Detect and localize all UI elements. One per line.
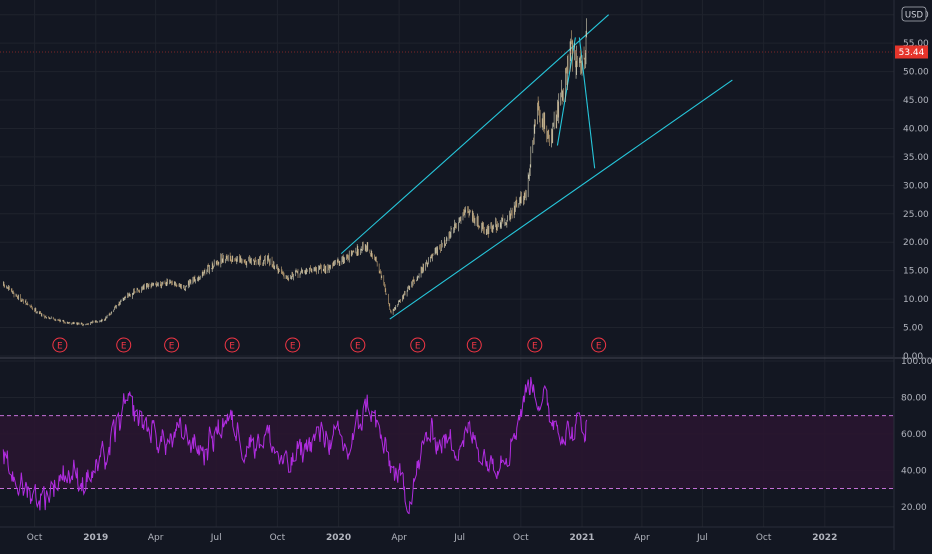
earnings-marker-circle: [350, 337, 366, 353]
earnings-marker-circle: [164, 337, 180, 353]
earnings-marker-circle: [224, 337, 240, 353]
rsi-tick-label: 80.00: [901, 393, 927, 403]
earnings-marker-circle: [285, 337, 301, 353]
rsi-tick-label: 40.00: [901, 466, 927, 476]
price-tick-label: 25.00: [903, 210, 929, 220]
earnings-marker-label: E: [596, 342, 602, 352]
earnings-marker-label: E: [355, 342, 361, 352]
earnings-marker-circle: [527, 337, 543, 353]
trendline[interactable]: [340, 14, 610, 255]
time-tick-label: Apr: [391, 533, 407, 543]
candlestick-series: [3, 18, 587, 327]
earnings-marker-circle: [52, 337, 68, 353]
rsi-band: [0, 415, 894, 489]
time-tick-label: Jul: [696, 533, 708, 543]
currency-badge[interactable]: USD: [901, 6, 927, 22]
earnings-marker-label: E: [471, 342, 477, 352]
price-tick-label: 10.00: [903, 295, 929, 305]
earnings-marker-label: E: [415, 342, 421, 352]
earnings-marker[interactable]: E: [52, 337, 68, 353]
price-tick-label: 30.00: [903, 181, 929, 191]
time-tick-label: 2021: [570, 533, 595, 543]
earnings-marker[interactable]: E: [410, 337, 426, 353]
earnings-marker-label: E: [229, 342, 235, 352]
trendline[interactable]: [389, 79, 733, 320]
time-tick-label: Jul: [210, 533, 222, 543]
rsi-series: [2, 376, 588, 515]
time-tick-label: Apr: [148, 533, 164, 543]
earnings-marker-label: E: [169, 342, 175, 352]
rsi-band-layer: [0, 415, 894, 490]
earnings-marker[interactable]: E: [527, 337, 543, 353]
rsi-tick-label: 60.00: [901, 430, 927, 440]
currency-badge-box: [901, 6, 927, 22]
earnings-marker[interactable]: E: [350, 337, 366, 353]
rsi-tick-label: 100.00: [901, 357, 932, 367]
earnings-marker-label: E: [121, 342, 127, 352]
time-tick-label: Oct: [27, 533, 43, 543]
earnings-marker[interactable]: E: [164, 337, 180, 353]
price-tick-label: 55.00: [903, 39, 929, 49]
price-tick-label: 35.00: [903, 153, 929, 163]
current-price-badge: 53.44: [895, 45, 928, 59]
earnings-marker-label: E: [57, 342, 63, 352]
earnings-marker-label: E: [532, 342, 538, 352]
time-tick-label: Jul: [453, 533, 465, 543]
time-tick-label: 2020: [326, 533, 351, 543]
currency-label: USD: [905, 11, 924, 21]
time-tick-label: Oct: [270, 533, 286, 543]
time-axis[interactable]: Oct 2019 Apr Jul Oct 2020 Apr Jul Oct 2021 Apr Jul O…: [27, 533, 838, 543]
rsi-axis[interactable]: 20.00 40.00 60.00 80.00 100.00: [901, 357, 932, 513]
price-tick-label: 40.00: [903, 124, 929, 134]
price-tick-label: 15.00: [903, 267, 929, 277]
earnings-marker[interactable]: E: [591, 337, 607, 353]
time-tick-label: 2019: [83, 533, 108, 543]
earnings-marker-circle: [591, 337, 607, 353]
earnings-marker[interactable]: E: [466, 337, 482, 353]
price-tick-label: 0.00: [903, 352, 923, 362]
trendline[interactable]: [556, 37, 576, 146]
earnings-marker[interactable]: E: [224, 337, 240, 353]
current-price-badge-box: [895, 45, 928, 59]
earnings-marker-circle: [410, 337, 426, 353]
earnings-marker[interactable]: E: [285, 337, 301, 353]
price-tick-label: 45.00: [903, 96, 929, 106]
time-tick-label: Oct: [513, 533, 529, 543]
rsi-tick-label: 20.00: [901, 503, 927, 513]
earnings-marker-circle: [466, 337, 482, 353]
price-tick-label: 5.00: [903, 324, 923, 334]
time-tick-label: 2022: [812, 533, 837, 543]
price-tick-label: 50.00: [903, 68, 929, 78]
price-tick-label: 20.00: [903, 238, 929, 248]
rsi-line: [2, 376, 588, 515]
current-price-value: 53.44: [899, 48, 925, 58]
earnings-marker-circle: [116, 337, 132, 353]
time-tick-label: Oct: [756, 533, 772, 543]
earnings-marker[interactable]: E: [116, 337, 132, 353]
time-tick-label: Apr: [634, 533, 650, 543]
earnings-marker-label: E: [290, 342, 296, 352]
